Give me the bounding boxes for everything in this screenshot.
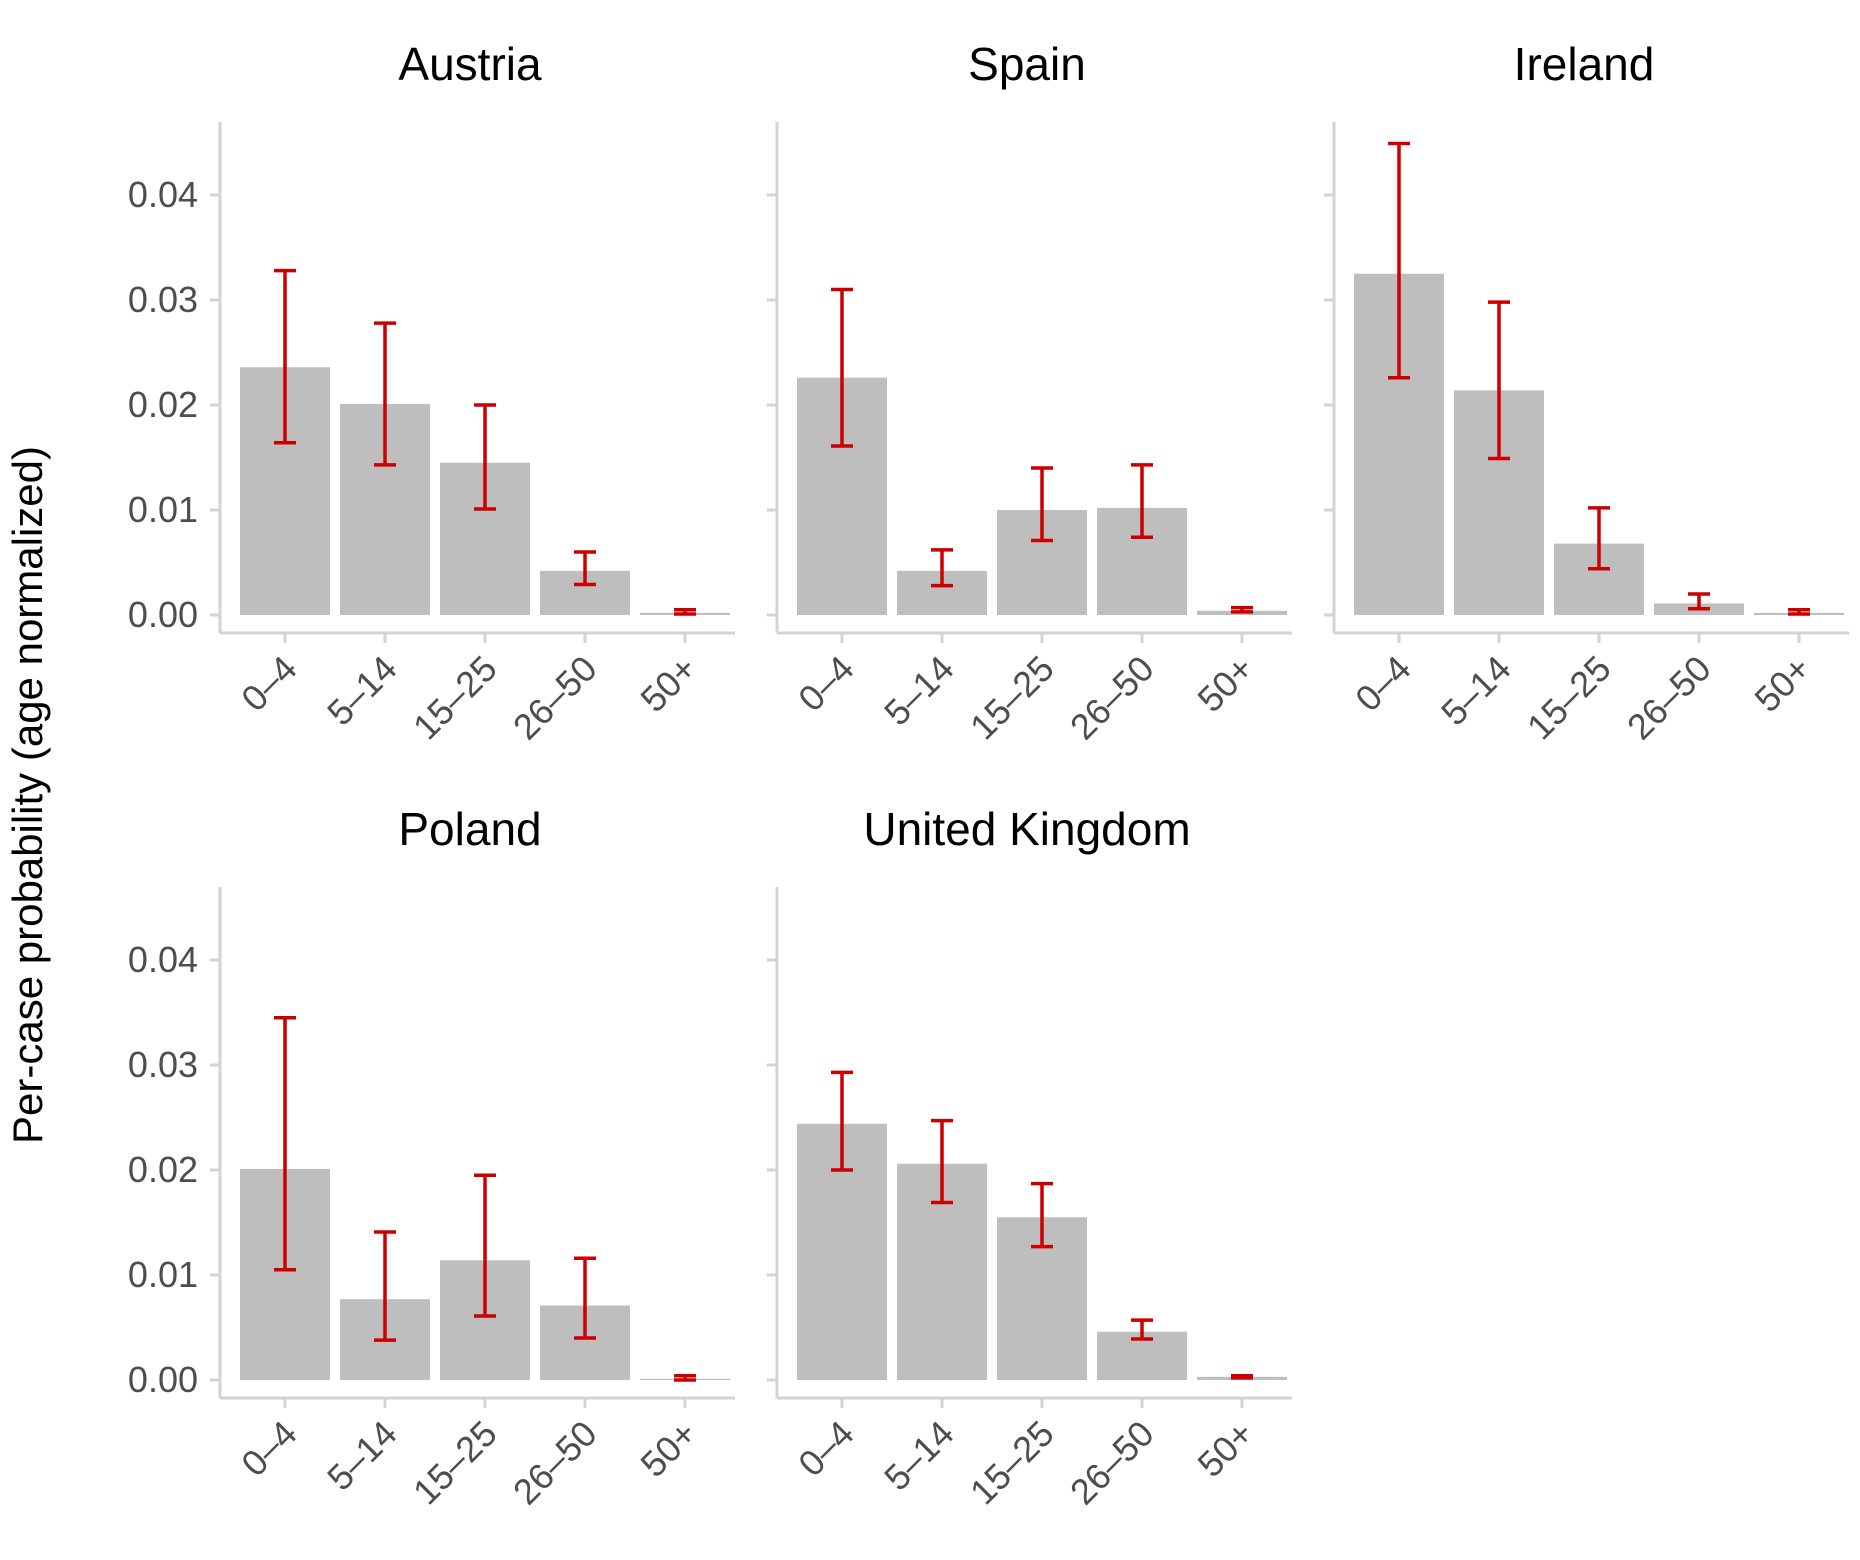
x-tick-label: 15–25 xyxy=(1519,648,1619,748)
error-bar xyxy=(674,608,696,616)
error-bar xyxy=(1688,592,1710,611)
x-tick-label: 5–14 xyxy=(319,1413,405,1499)
y-tick-label: 0.01 xyxy=(128,1254,198,1295)
error-bar xyxy=(1488,300,1510,461)
error-bar xyxy=(374,321,396,467)
error-bar xyxy=(474,403,496,511)
x-tick-label: 50+ xyxy=(632,1413,704,1485)
x-tick-label: 0–4 xyxy=(1347,648,1418,719)
error-bar xyxy=(1231,1374,1253,1380)
error-bar xyxy=(831,287,853,448)
error-bar xyxy=(931,548,953,588)
y-tick-label: 0.01 xyxy=(128,489,198,530)
x-tick-label: 15–25 xyxy=(405,1413,505,1513)
error-bar xyxy=(1231,605,1253,614)
panel-ireland: Ireland 0–4 5–14 15–25 26–50 50+ xyxy=(1324,38,1849,747)
error-bar xyxy=(1031,1181,1053,1249)
y-tick-label: 0.04 xyxy=(128,174,198,215)
error-bar xyxy=(931,1118,953,1205)
x-tick-label: 0–4 xyxy=(233,648,304,719)
error-bar xyxy=(1131,1318,1153,1341)
panel-title: Ireland xyxy=(1514,38,1655,90)
x-tick-label: 15–25 xyxy=(405,648,505,748)
x-tick-label: 5–14 xyxy=(1433,648,1519,734)
x-tick-label: 5–14 xyxy=(876,648,962,734)
x-tick-label: 50+ xyxy=(1189,648,1261,720)
x-tick-label: 50+ xyxy=(1189,1413,1261,1485)
error-bar xyxy=(1031,466,1053,543)
error-bar xyxy=(1588,506,1610,571)
panel-title: Spain xyxy=(968,38,1086,90)
error-bar xyxy=(574,550,596,587)
error-bar xyxy=(1388,141,1410,380)
y-tick-label: 0.02 xyxy=(128,1149,198,1190)
x-tick-label: 26–50 xyxy=(1619,648,1719,748)
y-tick-label: 0.00 xyxy=(128,1359,198,1400)
error-bar xyxy=(374,1230,396,1342)
panel-spain: Spain 0–4 5–14 15–25 26–50 50+ xyxy=(767,38,1292,747)
x-tick-label: 26–50 xyxy=(505,648,605,748)
error-bar xyxy=(1131,463,1153,540)
x-tick-label: 0–4 xyxy=(790,1413,861,1484)
y-tick-label: 0.00 xyxy=(128,594,198,635)
y-tick-label: 0.04 xyxy=(128,939,198,980)
x-tick-label: 0–4 xyxy=(233,1413,304,1484)
x-tick-label: 0–4 xyxy=(790,648,861,719)
y-tick-label: 0.03 xyxy=(128,279,198,320)
x-tick-label: 26–50 xyxy=(1062,1413,1162,1513)
x-tick-label: 26–50 xyxy=(1062,648,1162,748)
error-bar xyxy=(1788,608,1810,616)
error-bar xyxy=(574,1256,596,1340)
panel-title: United Kingdom xyxy=(863,803,1190,855)
panel-austria: Austria 0.00 0.01 0.02 0.03 0.04 0–4 5–14 15–25 2… xyxy=(128,38,735,747)
x-tick-label: 5–14 xyxy=(876,1413,962,1499)
panel-united-kingdom: United Kingdom 0–4 5–14 15–25 26–50 50+ xyxy=(767,803,1292,1512)
x-tick-label: 15–25 xyxy=(962,648,1062,748)
panel-poland: Poland 0.00 0.01 0.02 0.03 0.04 0–4 5–14 15–25 26… xyxy=(128,803,735,1512)
x-tick-label: 5–14 xyxy=(319,648,405,734)
y-tick-label: 0.02 xyxy=(128,384,198,425)
error-bar xyxy=(674,1374,696,1382)
error-bar xyxy=(274,268,296,445)
panel-title: Poland xyxy=(398,803,541,855)
error-bar xyxy=(274,1016,296,1272)
x-tick-label: 26–50 xyxy=(505,1413,605,1513)
x-tick-label: 15–25 xyxy=(962,1413,1062,1513)
error-bar xyxy=(831,1070,853,1172)
y-tick-label: 0.03 xyxy=(128,1044,198,1085)
y-axis-title: Per-case probability (age normalized) xyxy=(4,446,51,1144)
x-tick-label: 50+ xyxy=(1746,648,1818,720)
error-bar xyxy=(474,1173,496,1318)
panel-title: Austria xyxy=(398,38,542,90)
x-tick-label: 50+ xyxy=(632,648,704,720)
